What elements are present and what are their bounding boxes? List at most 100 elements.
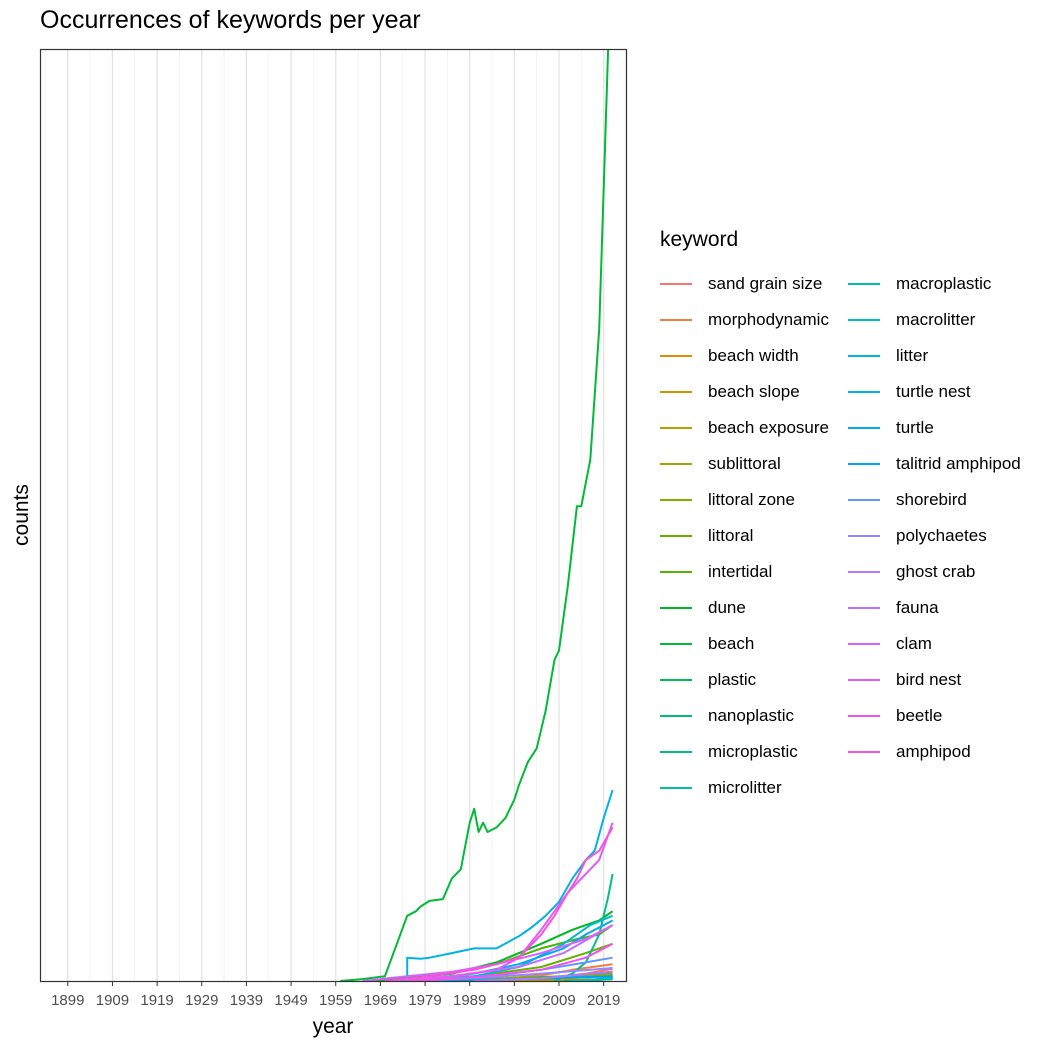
x-tick-label: 1989 bbox=[453, 992, 486, 1009]
legend-item: littoral zone bbox=[660, 482, 848, 518]
legend-key-swatch bbox=[660, 319, 692, 321]
legend-key-swatch bbox=[660, 787, 692, 789]
legend-label: bird nest bbox=[896, 670, 962, 689]
legend-key-swatch bbox=[660, 607, 692, 609]
x-tick-label: 1999 bbox=[498, 992, 531, 1009]
legend-label: littoral zone bbox=[708, 490, 795, 509]
legend-key-swatch bbox=[848, 499, 880, 501]
x-tick-label: 1939 bbox=[230, 992, 263, 1009]
legend-key-swatch bbox=[848, 535, 880, 537]
legend-item: macroplastic bbox=[848, 266, 1036, 302]
legend-key-swatch bbox=[660, 715, 692, 717]
legend-label: polychaetes bbox=[896, 526, 987, 545]
legend-key-swatch bbox=[848, 463, 880, 465]
legend-item: sand grain size bbox=[660, 266, 848, 302]
legend-title: keyword bbox=[660, 228, 739, 251]
legend-key-swatch bbox=[660, 355, 692, 357]
legend-label: nanoplastic bbox=[708, 706, 795, 725]
legend-item: amphipod bbox=[848, 734, 1036, 770]
legend-item: litter bbox=[848, 338, 1036, 374]
legend-label: turtle bbox=[896, 418, 934, 437]
legend-item: microplastic bbox=[660, 734, 848, 770]
legend-label: shorebird bbox=[896, 490, 967, 509]
legend-label: talitrid amphipod bbox=[896, 454, 1021, 473]
legend-key-swatch bbox=[660, 643, 692, 645]
legend-label: beach exposure bbox=[708, 418, 829, 437]
x-tick-label: 1919 bbox=[140, 992, 173, 1009]
x-tick-label: 1979 bbox=[408, 992, 441, 1009]
legend-key-swatch bbox=[660, 427, 692, 429]
legend-item: macrolitter bbox=[848, 302, 1036, 338]
x-tick-label: 1969 bbox=[364, 992, 397, 1009]
legend-label: dune bbox=[708, 598, 746, 617]
legend-item: ghost crab bbox=[848, 554, 1036, 590]
legend-items: sand grain size morphodynamic beach width b… bbox=[660, 266, 1036, 806]
legend-label: sublittoral bbox=[708, 454, 781, 473]
legend-label: microplastic bbox=[708, 742, 798, 761]
legend-label: ghost crab bbox=[896, 562, 976, 581]
legend-label: littoral bbox=[708, 526, 754, 545]
legend-item: polychaetes bbox=[848, 518, 1036, 554]
legend-item: turtle bbox=[848, 410, 1036, 446]
legend-label: clam bbox=[896, 634, 932, 653]
legend-item: intertidal bbox=[660, 554, 848, 590]
chart-title: Occurrences of keywords per year bbox=[40, 6, 421, 34]
legend-key-swatch bbox=[848, 715, 880, 717]
legend-item: beach exposure bbox=[660, 410, 848, 446]
legend-label: plastic bbox=[708, 670, 757, 689]
series-line-ghost-crab bbox=[474, 970, 613, 982]
legend-key-swatch bbox=[848, 283, 880, 285]
legend-item: morphodynamic bbox=[660, 302, 848, 338]
legend-item: clam bbox=[848, 626, 1036, 662]
legend-key-swatch bbox=[660, 571, 692, 573]
legend: keyword sand grain size morphodynamic beac… bbox=[660, 228, 1036, 806]
y-axis-title: counts bbox=[10, 484, 33, 546]
legend-label: macroplastic bbox=[896, 274, 992, 293]
legend-item: plastic bbox=[660, 662, 848, 698]
legend-label: beetle bbox=[896, 706, 943, 725]
legend-item: talitrid amphipod bbox=[848, 446, 1036, 482]
x-tick-label: 1929 bbox=[185, 992, 218, 1009]
legend-item: dune bbox=[660, 590, 848, 626]
legend-key-swatch bbox=[848, 391, 880, 393]
series-line-turtle-nest bbox=[406, 789, 614, 981]
legend-item: microlitter bbox=[660, 770, 848, 806]
legend-item: sublittoral bbox=[660, 446, 848, 482]
series-line-macrolitter bbox=[572, 976, 613, 982]
x-tick-label: 1899 bbox=[51, 992, 84, 1009]
legend-key-swatch bbox=[848, 643, 880, 645]
legend-key-swatch bbox=[848, 355, 880, 357]
legend-label: beach bbox=[708, 634, 755, 653]
legend-key-swatch bbox=[848, 319, 880, 321]
legend-item: beach bbox=[660, 626, 848, 662]
x-tick-label: 1949 bbox=[274, 992, 307, 1009]
legend-key-swatch bbox=[848, 751, 880, 753]
legend-label: intertidal bbox=[708, 562, 773, 581]
legend-label: litter bbox=[896, 346, 929, 365]
legend-label: sand grain size bbox=[708, 274, 823, 293]
series-line-amphipod bbox=[384, 826, 614, 982]
legend-key-swatch bbox=[660, 535, 692, 537]
legend-key-swatch bbox=[660, 283, 692, 285]
series-line-bird-nest bbox=[407, 822, 614, 982]
x-tick-label: 1909 bbox=[96, 992, 129, 1009]
legend-item: fauna bbox=[848, 590, 1036, 626]
legend-label: macrolitter bbox=[896, 310, 976, 329]
legend-key-swatch bbox=[848, 427, 880, 429]
legend-label: amphipod bbox=[896, 742, 971, 761]
plot-panel-border bbox=[39, 48, 628, 983]
legend-key-swatch bbox=[848, 679, 880, 681]
legend-label: microlitter bbox=[708, 778, 782, 797]
legend-item: beach slope bbox=[660, 374, 848, 410]
legend-item: shorebird bbox=[848, 482, 1036, 518]
legend-key-swatch bbox=[660, 391, 692, 393]
legend-key-swatch bbox=[660, 463, 692, 465]
legend-key-swatch bbox=[660, 679, 692, 681]
legend-key-swatch bbox=[660, 499, 692, 501]
legend-label: beach slope bbox=[708, 382, 800, 401]
legend-label: beach width bbox=[708, 346, 799, 365]
legend-column: sand grain size morphodynamic beach width b… bbox=[660, 266, 848, 806]
x-axis-title: year bbox=[313, 1015, 354, 1038]
x-tick-label: 2019 bbox=[587, 992, 620, 1009]
